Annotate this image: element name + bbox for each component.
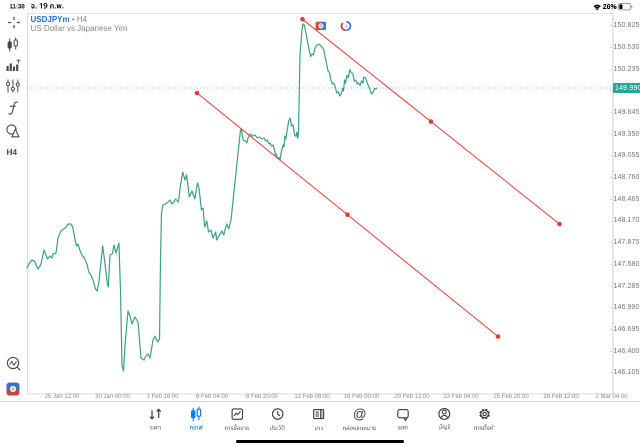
svg-text:@: @: [353, 407, 367, 422]
